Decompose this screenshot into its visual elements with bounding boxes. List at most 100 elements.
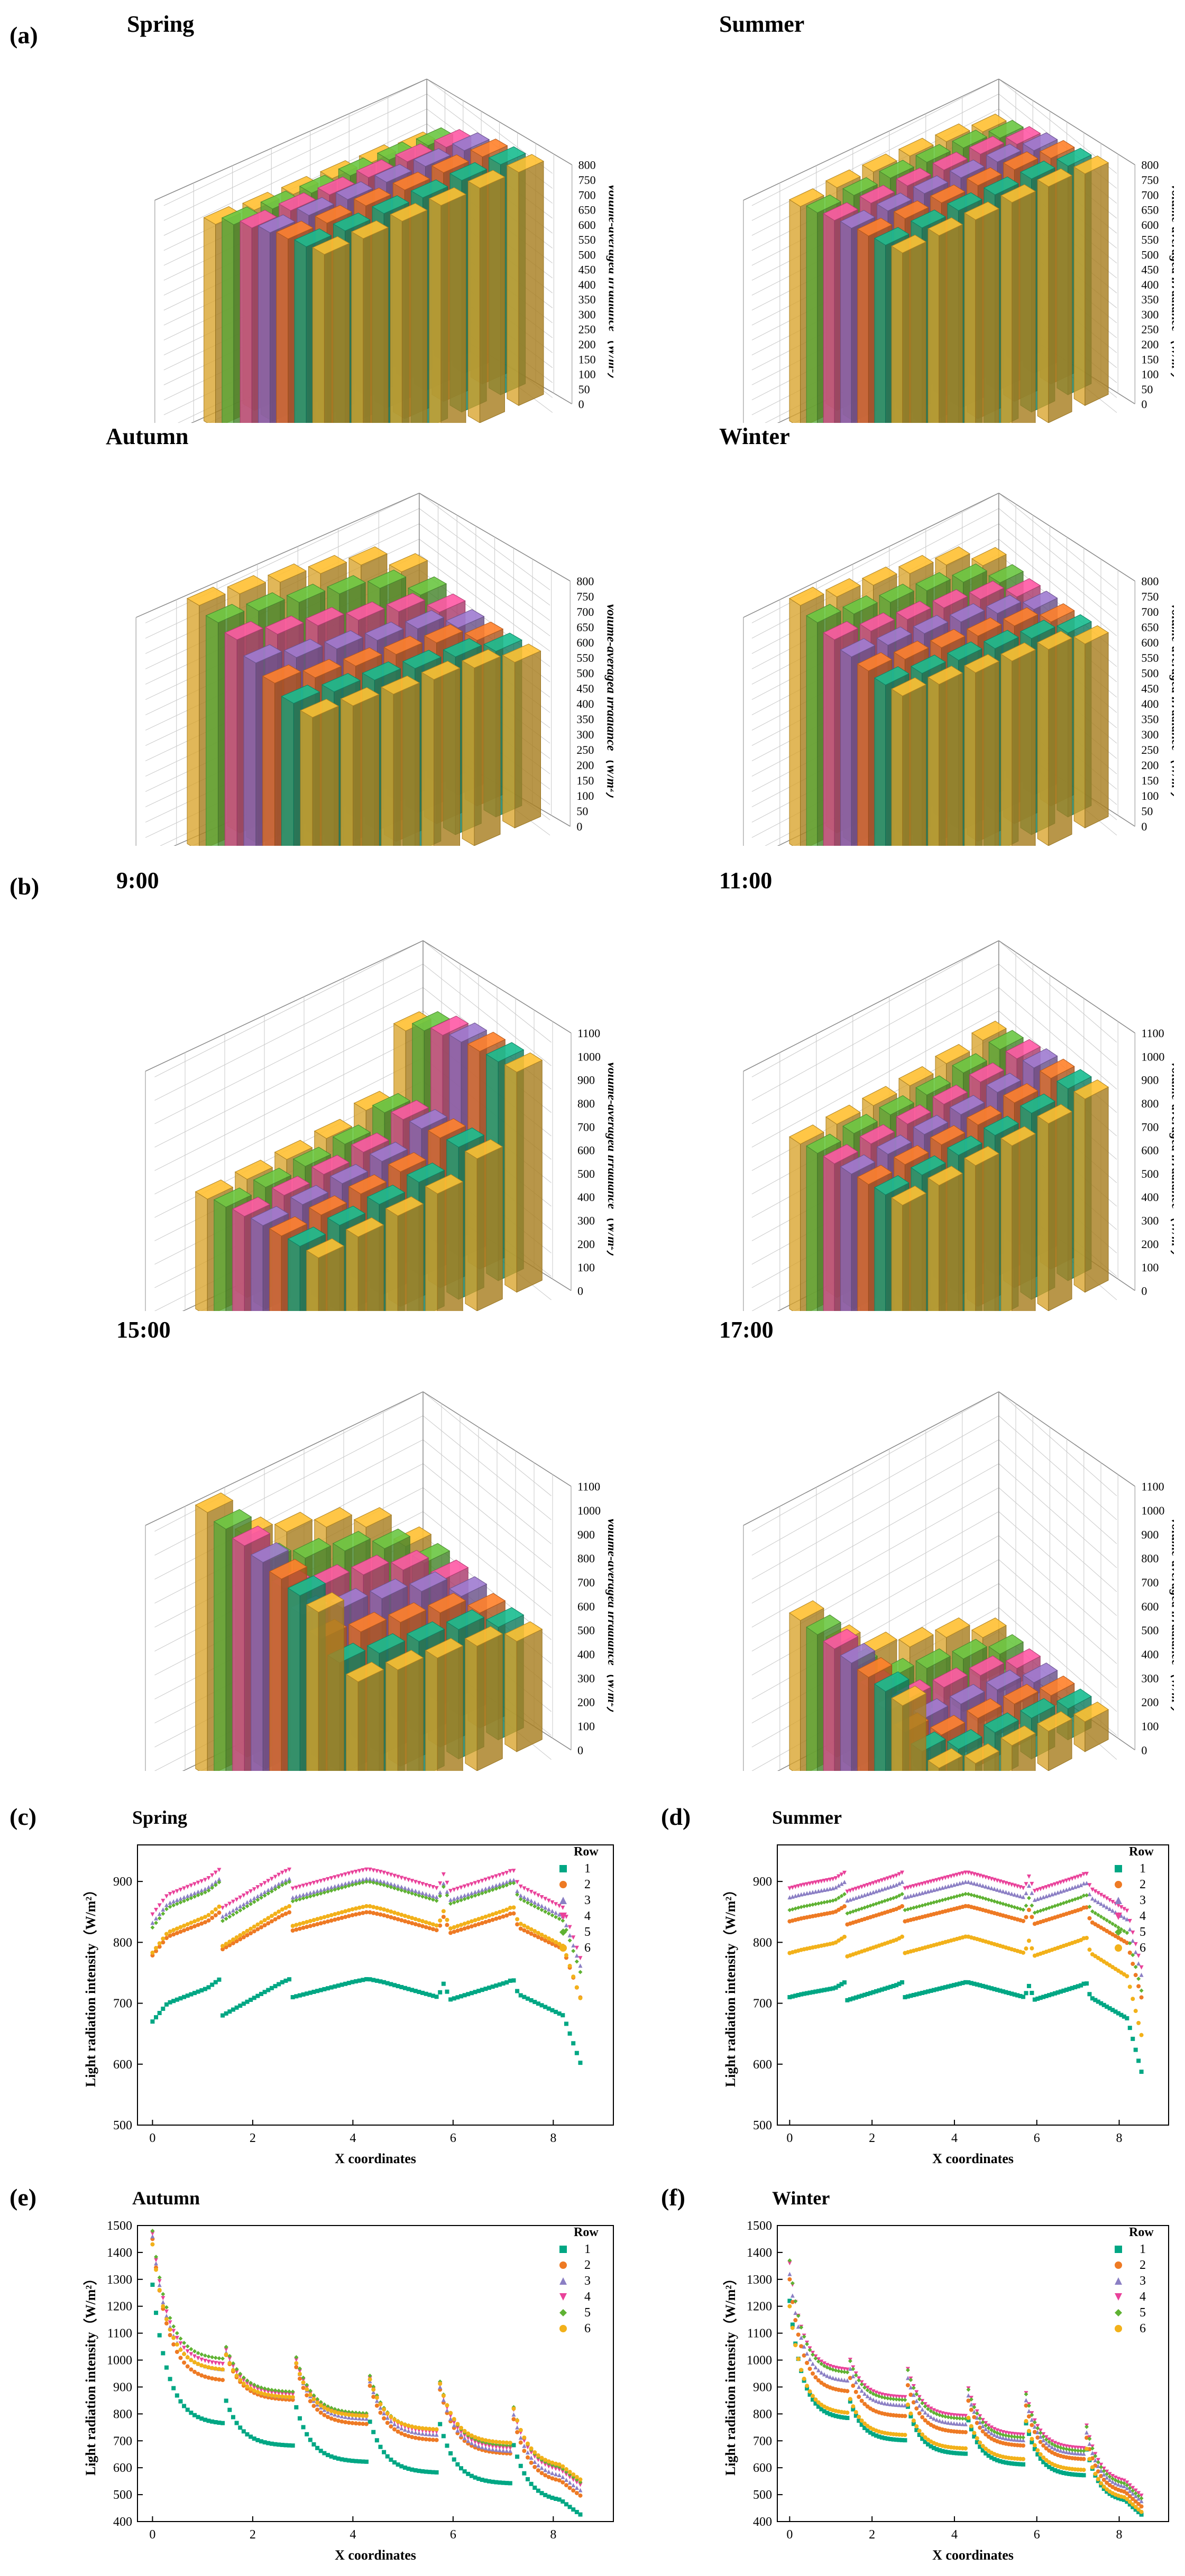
data-point [1110,2008,1115,2012]
data-point [280,2394,284,2399]
data-point [845,2389,850,2394]
data-point [490,1912,495,1917]
data-point [343,2414,348,2419]
data-point [269,2393,274,2398]
data-point [550,1942,555,1946]
data-point [574,2491,579,2496]
data-point [326,1889,330,1894]
data-point [1026,1938,1031,1943]
data-point [224,2347,228,2352]
data-point [578,2493,583,2498]
data-point [361,1868,365,1873]
data-point [277,1982,281,1987]
data-point [1041,2438,1046,2443]
data-point [1081,2451,1086,2456]
data-point [255,1894,260,1898]
bar-top [267,564,307,583]
data-point [504,1880,509,1885]
data-point [1093,1889,1098,1894]
data-point [182,1886,187,1891]
data-point [483,2440,488,2445]
data-point [1067,1877,1072,1882]
data-point [249,1926,253,1931]
grid-line-z [154,987,424,1124]
data-point [1133,2507,1138,2512]
data-point [164,1894,169,1899]
data-point [888,2437,893,2442]
data-point [857,2385,861,2389]
z-tick-label: 700 [1141,1576,1159,1589]
bar-top [947,192,982,211]
bar-face [939,672,963,846]
bar-top [823,1144,859,1164]
data-point [900,1870,905,1875]
data-point [382,1980,387,1984]
data-point [1026,1874,1031,1879]
data-point [564,2502,568,2507]
data-point [1021,1950,1026,1955]
data-point [807,1903,812,1908]
data-point [480,2442,484,2447]
bar-top [462,649,501,668]
data-point [385,2415,390,2420]
data-point [1081,1981,1086,1986]
bar-top [1000,1126,1036,1146]
data-point [816,2378,821,2383]
bar-top [390,203,428,222]
data-point [339,1910,344,1915]
data-point [452,2423,456,2427]
data-point [526,2445,530,2450]
data-point [396,1875,400,1879]
data-point [1079,1895,1083,1900]
data-point [908,1906,913,1911]
data-point [501,1914,506,1919]
data-point [920,2432,925,2437]
data-point [185,2349,190,2354]
data-point [417,1990,421,1995]
data-point [571,2483,576,2488]
bar-top [857,652,893,671]
legend-marker [1115,2309,1122,2316]
data-point [206,1885,211,1889]
data-point [868,2396,873,2400]
data-point [1099,2001,1104,2006]
data-point [483,2443,488,2448]
bar-face [195,1504,208,1771]
data-point [949,1896,953,1900]
z-tick-label: 600 [577,1600,595,1613]
data-point [960,2451,965,2456]
data-point [221,1947,225,1952]
data-point [178,1888,183,1892]
bar-top [292,1147,332,1167]
data-point [501,1981,506,1986]
bar-top [947,1729,982,1750]
data-point [526,2441,530,2446]
data-point [227,2356,232,2361]
data-point [543,2492,548,2497]
data-point [1119,2480,1124,2485]
data-point [897,2397,902,2402]
data-point [1073,2448,1078,2453]
data-point [888,1875,893,1880]
data-point [952,2413,957,2417]
data-point [518,1897,523,1901]
data-point [1015,2432,1020,2437]
bar-top [292,1538,332,1559]
data-point [441,1981,446,1986]
data-point [402,1877,407,1881]
data-point [920,2401,925,2406]
bar-top [840,1643,876,1664]
data-point [1076,2448,1080,2453]
data-point [1012,2432,1017,2436]
bar-top [971,547,1007,566]
data-point [336,1983,341,1988]
bar-top [269,1559,308,1580]
data-point [497,1982,502,1987]
data-point [305,1891,309,1896]
data-point [561,2480,565,2485]
data-point [986,1885,991,1890]
data-point [280,2389,284,2394]
data-point [1050,2445,1054,2450]
data-point [150,2283,155,2287]
data-point [532,1929,537,1934]
